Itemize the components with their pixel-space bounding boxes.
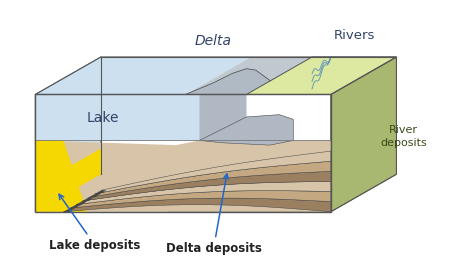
Polygon shape [246,57,396,95]
Polygon shape [185,57,396,95]
Polygon shape [331,57,396,212]
Text: Lake deposits: Lake deposits [49,194,141,252]
Polygon shape [36,148,101,212]
Text: River
deposits: River deposits [380,125,427,148]
Polygon shape [89,161,331,197]
Text: Delta deposits: Delta deposits [165,174,262,255]
Text: Lake: Lake [87,111,119,125]
Polygon shape [82,171,331,201]
Polygon shape [36,57,101,212]
Polygon shape [200,95,246,140]
Polygon shape [78,195,196,212]
Polygon shape [36,140,87,212]
Polygon shape [200,115,293,145]
Polygon shape [36,95,246,140]
Polygon shape [76,181,331,205]
Text: Rivers: Rivers [334,29,375,42]
Polygon shape [185,69,331,95]
Polygon shape [70,191,331,208]
Polygon shape [64,198,331,212]
Polygon shape [36,140,331,212]
Polygon shape [36,174,107,212]
Text: Delta: Delta [195,34,232,48]
Polygon shape [36,57,251,95]
Polygon shape [95,151,331,194]
Polygon shape [36,174,396,212]
